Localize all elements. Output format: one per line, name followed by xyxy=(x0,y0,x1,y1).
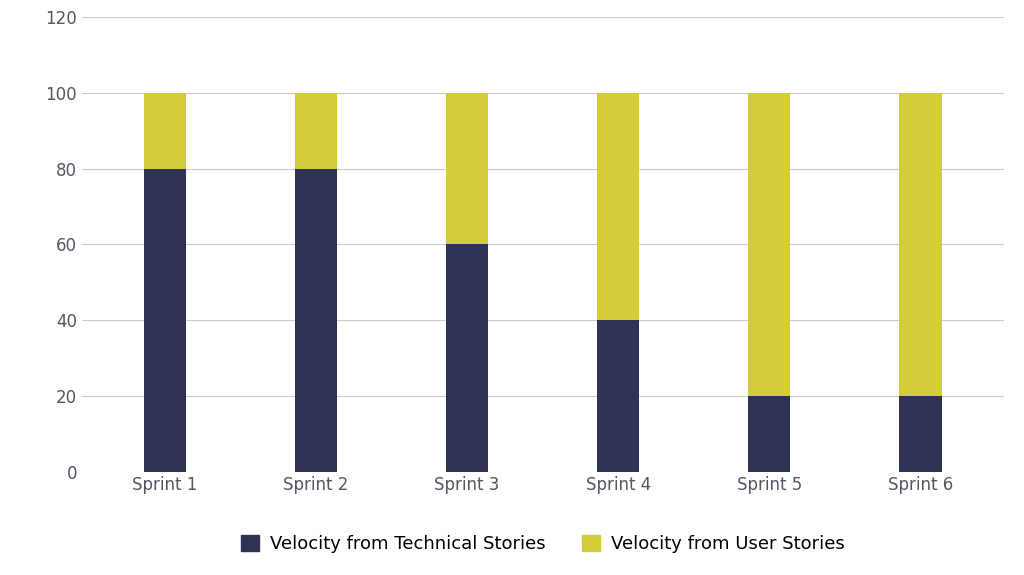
Bar xyxy=(143,168,186,472)
Legend: Velocity from Technical Stories, Velocity from User Stories: Velocity from Technical Stories, Velocit… xyxy=(232,526,853,562)
Bar xyxy=(899,396,942,472)
Bar xyxy=(446,93,488,244)
Bar xyxy=(143,93,186,168)
Bar xyxy=(446,244,488,472)
Bar xyxy=(749,396,791,472)
Bar xyxy=(899,93,942,396)
Bar xyxy=(295,168,337,472)
Bar xyxy=(597,93,639,320)
Bar xyxy=(597,320,639,472)
Bar xyxy=(749,93,791,396)
Bar xyxy=(295,93,337,168)
